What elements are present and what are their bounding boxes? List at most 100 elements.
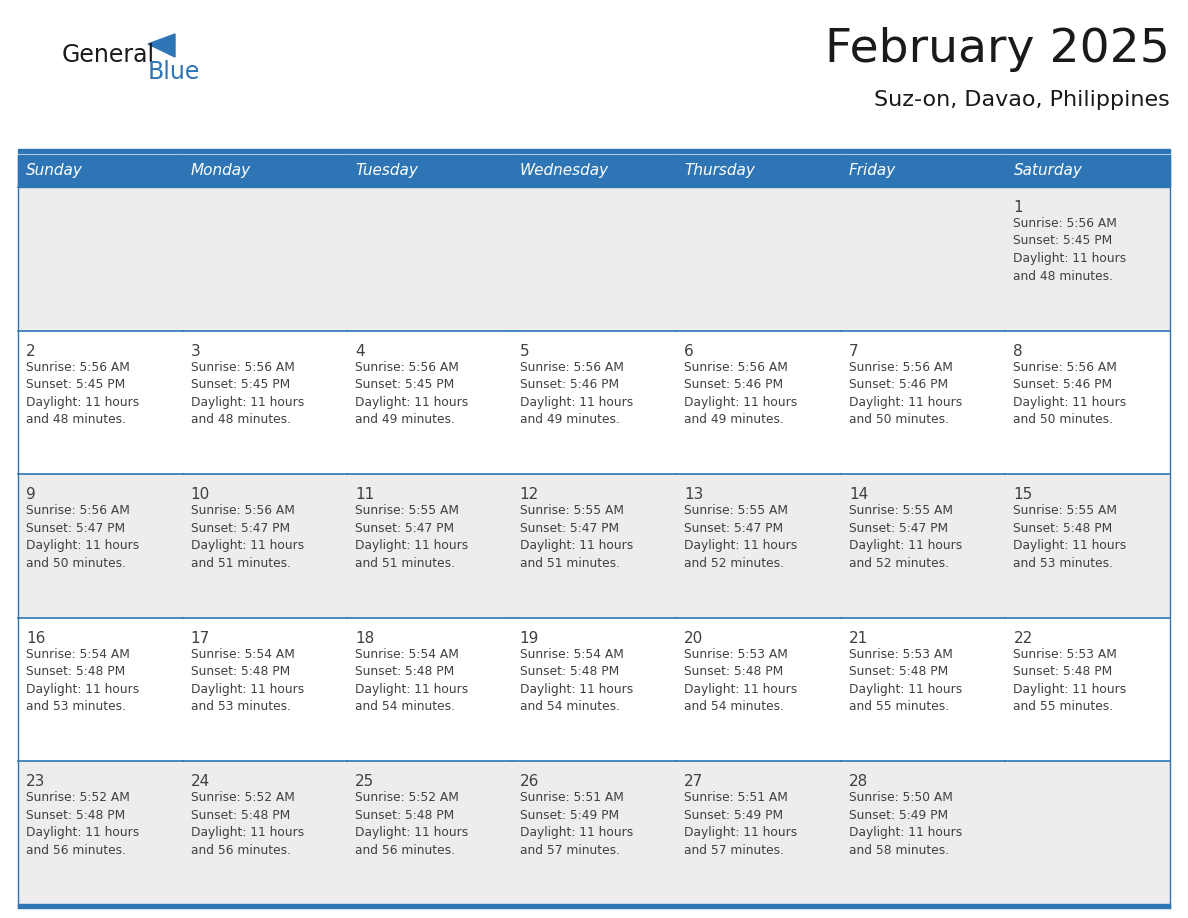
Bar	[841, 475, 1005, 618]
Text: Sunset: 5:47 PM: Sunset: 5:47 PM	[26, 521, 125, 534]
Text: Sunrise: 5:56 AM: Sunrise: 5:56 AM	[26, 361, 129, 374]
Bar	[512, 187, 676, 330]
Text: Daylight: 11 hours: Daylight: 11 hours	[849, 539, 962, 553]
Text: 14: 14	[849, 487, 868, 502]
Text: 1: 1	[1013, 200, 1023, 215]
Text: Sunrise: 5:56 AM: Sunrise: 5:56 AM	[190, 504, 295, 517]
Text: Sunrise: 5:56 AM: Sunrise: 5:56 AM	[355, 361, 459, 374]
Text: Tuesday: Tuesday	[355, 163, 418, 178]
Text: Sunrise: 5:54 AM: Sunrise: 5:54 AM	[355, 648, 459, 661]
Text: Sunset: 5:46 PM: Sunset: 5:46 PM	[849, 378, 948, 391]
Text: and 48 minutes.: and 48 minutes.	[190, 413, 291, 426]
Text: Daylight: 11 hours: Daylight: 11 hours	[1013, 683, 1126, 696]
Text: Sunrise: 5:51 AM: Sunrise: 5:51 AM	[684, 791, 788, 804]
Text: and 50 minutes.: and 50 minutes.	[849, 413, 949, 426]
Text: Sunrise: 5:56 AM: Sunrise: 5:56 AM	[519, 361, 624, 374]
Text: Sunrise: 5:56 AM: Sunrise: 5:56 AM	[1013, 217, 1117, 230]
Text: and 51 minutes.: and 51 minutes.	[519, 556, 620, 570]
Bar	[18, 618, 183, 761]
Text: Sunset: 5:48 PM: Sunset: 5:48 PM	[26, 666, 125, 678]
Text: Sunset: 5:49 PM: Sunset: 5:49 PM	[519, 809, 619, 822]
Text: and 56 minutes.: and 56 minutes.	[190, 844, 291, 856]
Text: and 54 minutes.: and 54 minutes.	[355, 700, 455, 713]
Text: Blue: Blue	[148, 60, 201, 84]
Text: and 56 minutes.: and 56 minutes.	[26, 844, 126, 856]
Text: and 54 minutes.: and 54 minutes.	[519, 700, 620, 713]
Text: Daylight: 11 hours: Daylight: 11 hours	[684, 396, 797, 409]
Text: and 48 minutes.: and 48 minutes.	[26, 413, 126, 426]
Text: 3: 3	[190, 343, 201, 359]
Text: Daylight: 11 hours: Daylight: 11 hours	[849, 683, 962, 696]
Bar	[676, 155, 841, 187]
Text: Daylight: 11 hours: Daylight: 11 hours	[519, 826, 633, 839]
Bar	[512, 330, 676, 475]
Bar	[347, 187, 512, 330]
Bar	[183, 475, 347, 618]
Bar	[676, 187, 841, 330]
Text: Daylight: 11 hours: Daylight: 11 hours	[190, 539, 304, 553]
Text: 15: 15	[1013, 487, 1032, 502]
Text: 12: 12	[519, 487, 539, 502]
Text: Daylight: 11 hours: Daylight: 11 hours	[684, 539, 797, 553]
Text: 21: 21	[849, 631, 868, 645]
Bar	[512, 475, 676, 618]
Text: Sunset: 5:46 PM: Sunset: 5:46 PM	[684, 378, 783, 391]
Text: Sunset: 5:45 PM: Sunset: 5:45 PM	[190, 378, 290, 391]
Text: Daylight: 11 hours: Daylight: 11 hours	[519, 396, 633, 409]
Text: Sunrise: 5:56 AM: Sunrise: 5:56 AM	[1013, 361, 1117, 374]
Bar	[183, 761, 347, 905]
Text: Daylight: 11 hours: Daylight: 11 hours	[355, 396, 468, 409]
Text: 8: 8	[1013, 343, 1023, 359]
Text: 10: 10	[190, 487, 210, 502]
Text: Sunrise: 5:55 AM: Sunrise: 5:55 AM	[1013, 504, 1118, 517]
Text: General: General	[62, 43, 156, 67]
Text: Sunrise: 5:54 AM: Sunrise: 5:54 AM	[190, 648, 295, 661]
Text: 9: 9	[26, 487, 36, 502]
Text: Sunset: 5:45 PM: Sunset: 5:45 PM	[26, 378, 125, 391]
Text: 24: 24	[190, 775, 210, 789]
Text: Sunrise: 5:53 AM: Sunrise: 5:53 AM	[1013, 648, 1117, 661]
Text: Daylight: 11 hours: Daylight: 11 hours	[849, 396, 962, 409]
Text: Sunrise: 5:52 AM: Sunrise: 5:52 AM	[26, 791, 129, 804]
Text: 26: 26	[519, 775, 539, 789]
Text: Thursday: Thursday	[684, 163, 756, 178]
Text: Saturday: Saturday	[1013, 163, 1082, 178]
Text: 13: 13	[684, 487, 703, 502]
Bar	[183, 187, 347, 330]
Text: Daylight: 11 hours: Daylight: 11 hours	[1013, 539, 1126, 553]
Text: Sunrise: 5:55 AM: Sunrise: 5:55 AM	[849, 504, 953, 517]
Text: 11: 11	[355, 487, 374, 502]
Bar	[1005, 761, 1170, 905]
Text: Sunrise: 5:55 AM: Sunrise: 5:55 AM	[355, 504, 459, 517]
Text: and 50 minutes.: and 50 minutes.	[26, 556, 126, 570]
Text: Sunset: 5:49 PM: Sunset: 5:49 PM	[684, 809, 783, 822]
Bar	[676, 330, 841, 475]
Text: Sunday: Sunday	[26, 163, 83, 178]
Bar	[1005, 187, 1170, 330]
Text: and 51 minutes.: and 51 minutes.	[355, 556, 455, 570]
Text: Sunset: 5:48 PM: Sunset: 5:48 PM	[355, 666, 454, 678]
Text: Daylight: 11 hours: Daylight: 11 hours	[355, 826, 468, 839]
Text: Sunset: 5:48 PM: Sunset: 5:48 PM	[190, 809, 290, 822]
Bar	[347, 475, 512, 618]
Text: Sunset: 5:49 PM: Sunset: 5:49 PM	[849, 809, 948, 822]
Text: Daylight: 11 hours: Daylight: 11 hours	[26, 826, 139, 839]
Bar	[347, 155, 512, 187]
Text: Sunrise: 5:53 AM: Sunrise: 5:53 AM	[849, 648, 953, 661]
Text: Sunset: 5:47 PM: Sunset: 5:47 PM	[684, 521, 783, 534]
Text: 2: 2	[26, 343, 36, 359]
Text: Daylight: 11 hours: Daylight: 11 hours	[26, 683, 139, 696]
Text: Daylight: 11 hours: Daylight: 11 hours	[519, 683, 633, 696]
Text: Sunset: 5:46 PM: Sunset: 5:46 PM	[519, 378, 619, 391]
Text: Daylight: 11 hours: Daylight: 11 hours	[849, 826, 962, 839]
Text: Wednesday: Wednesday	[519, 163, 608, 178]
Text: Sunrise: 5:54 AM: Sunrise: 5:54 AM	[519, 648, 624, 661]
Bar	[512, 155, 676, 187]
Text: Daylight: 11 hours: Daylight: 11 hours	[26, 396, 139, 409]
Text: and 48 minutes.: and 48 minutes.	[1013, 270, 1113, 283]
Text: 4: 4	[355, 343, 365, 359]
Text: and 57 minutes.: and 57 minutes.	[684, 844, 784, 856]
Bar	[18, 155, 183, 187]
Text: Daylight: 11 hours: Daylight: 11 hours	[190, 826, 304, 839]
Text: and 55 minutes.: and 55 minutes.	[849, 700, 949, 713]
